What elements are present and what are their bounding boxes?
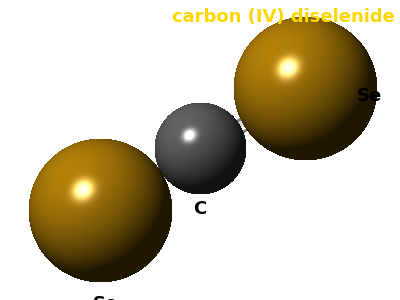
Text: carbon (IV) diselenide: carbon (IV) diselenide bbox=[172, 8, 395, 26]
Text: Se: Se bbox=[92, 295, 118, 300]
Text: C: C bbox=[193, 200, 207, 218]
Text: Se: Se bbox=[357, 87, 382, 105]
